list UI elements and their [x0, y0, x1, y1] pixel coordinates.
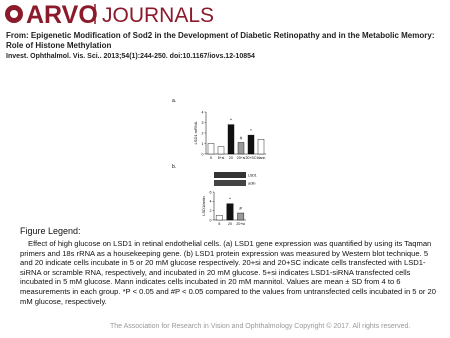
- y-tick-label: 2: [202, 131, 204, 135]
- brand: ARVO: [26, 1, 98, 28]
- bar: [247, 134, 255, 155]
- x-tick-label: Mann: [257, 156, 266, 160]
- logo-icon-inner: [10, 10, 18, 18]
- x-tick-label: 20+si: [237, 156, 246, 160]
- logo: ARVO JOURNALS: [5, 1, 214, 28]
- x-tick-label: 5+si: [218, 156, 225, 160]
- y-axis-label: LSD1/actin: [201, 196, 206, 216]
- y-tick-label: 2: [210, 209, 212, 213]
- x-tick-label: 5: [210, 156, 212, 160]
- x-tick-label: 20: [229, 156, 233, 160]
- y-tick-label: 3: [202, 121, 204, 125]
- significance-marker: #: [239, 206, 242, 211]
- blot-label: actin: [248, 182, 255, 186]
- bar: [215, 215, 223, 221]
- blot-label: LSD1: [248, 174, 257, 178]
- y-tick-label: 6: [210, 190, 212, 194]
- bar: [237, 212, 245, 221]
- blot: [214, 180, 246, 186]
- x-tick-label: 20: [228, 222, 232, 226]
- y-tick-label: 4: [202, 110, 204, 114]
- bar: [207, 143, 215, 155]
- bar: [217, 146, 225, 155]
- significance-marker: *: [250, 128, 252, 133]
- journals: JOURNALS: [102, 4, 214, 27]
- bar: [226, 203, 234, 221]
- x-tick-label: 5: [218, 222, 220, 226]
- y-axis-label: LSD1 mRNA: [193, 121, 198, 144]
- y-tick-label: 0: [210, 218, 212, 222]
- panel-label: a.: [172, 98, 176, 104]
- significance-marker: *: [229, 197, 231, 202]
- citation: Invest. Ophthalmol. Vis. Sci.. 2013;54(1…: [6, 53, 255, 60]
- y-tick-label: 4: [210, 200, 212, 204]
- significance-marker: *: [230, 118, 232, 123]
- significance-marker: #: [240, 135, 243, 140]
- bar: [237, 142, 245, 155]
- x-tick-label: 20+si: [236, 222, 245, 226]
- footer: The Association for Research in Vision a…: [110, 323, 411, 330]
- panel-label: b.: [172, 164, 176, 170]
- blot: [214, 172, 246, 178]
- x-tick-label: 20+SC: [246, 156, 257, 160]
- y-tick-label: 1: [202, 142, 204, 146]
- legend-heading: Figure Legend:: [20, 226, 81, 236]
- y-tick-label: 0: [202, 152, 204, 156]
- bar: [257, 139, 265, 155]
- article-title: From: Epigenetic Modification of Sod2 in…: [6, 31, 435, 50]
- bar: [227, 124, 235, 155]
- legend-text: Effect of high glucose on LSD1 in retina…: [20, 239, 436, 306]
